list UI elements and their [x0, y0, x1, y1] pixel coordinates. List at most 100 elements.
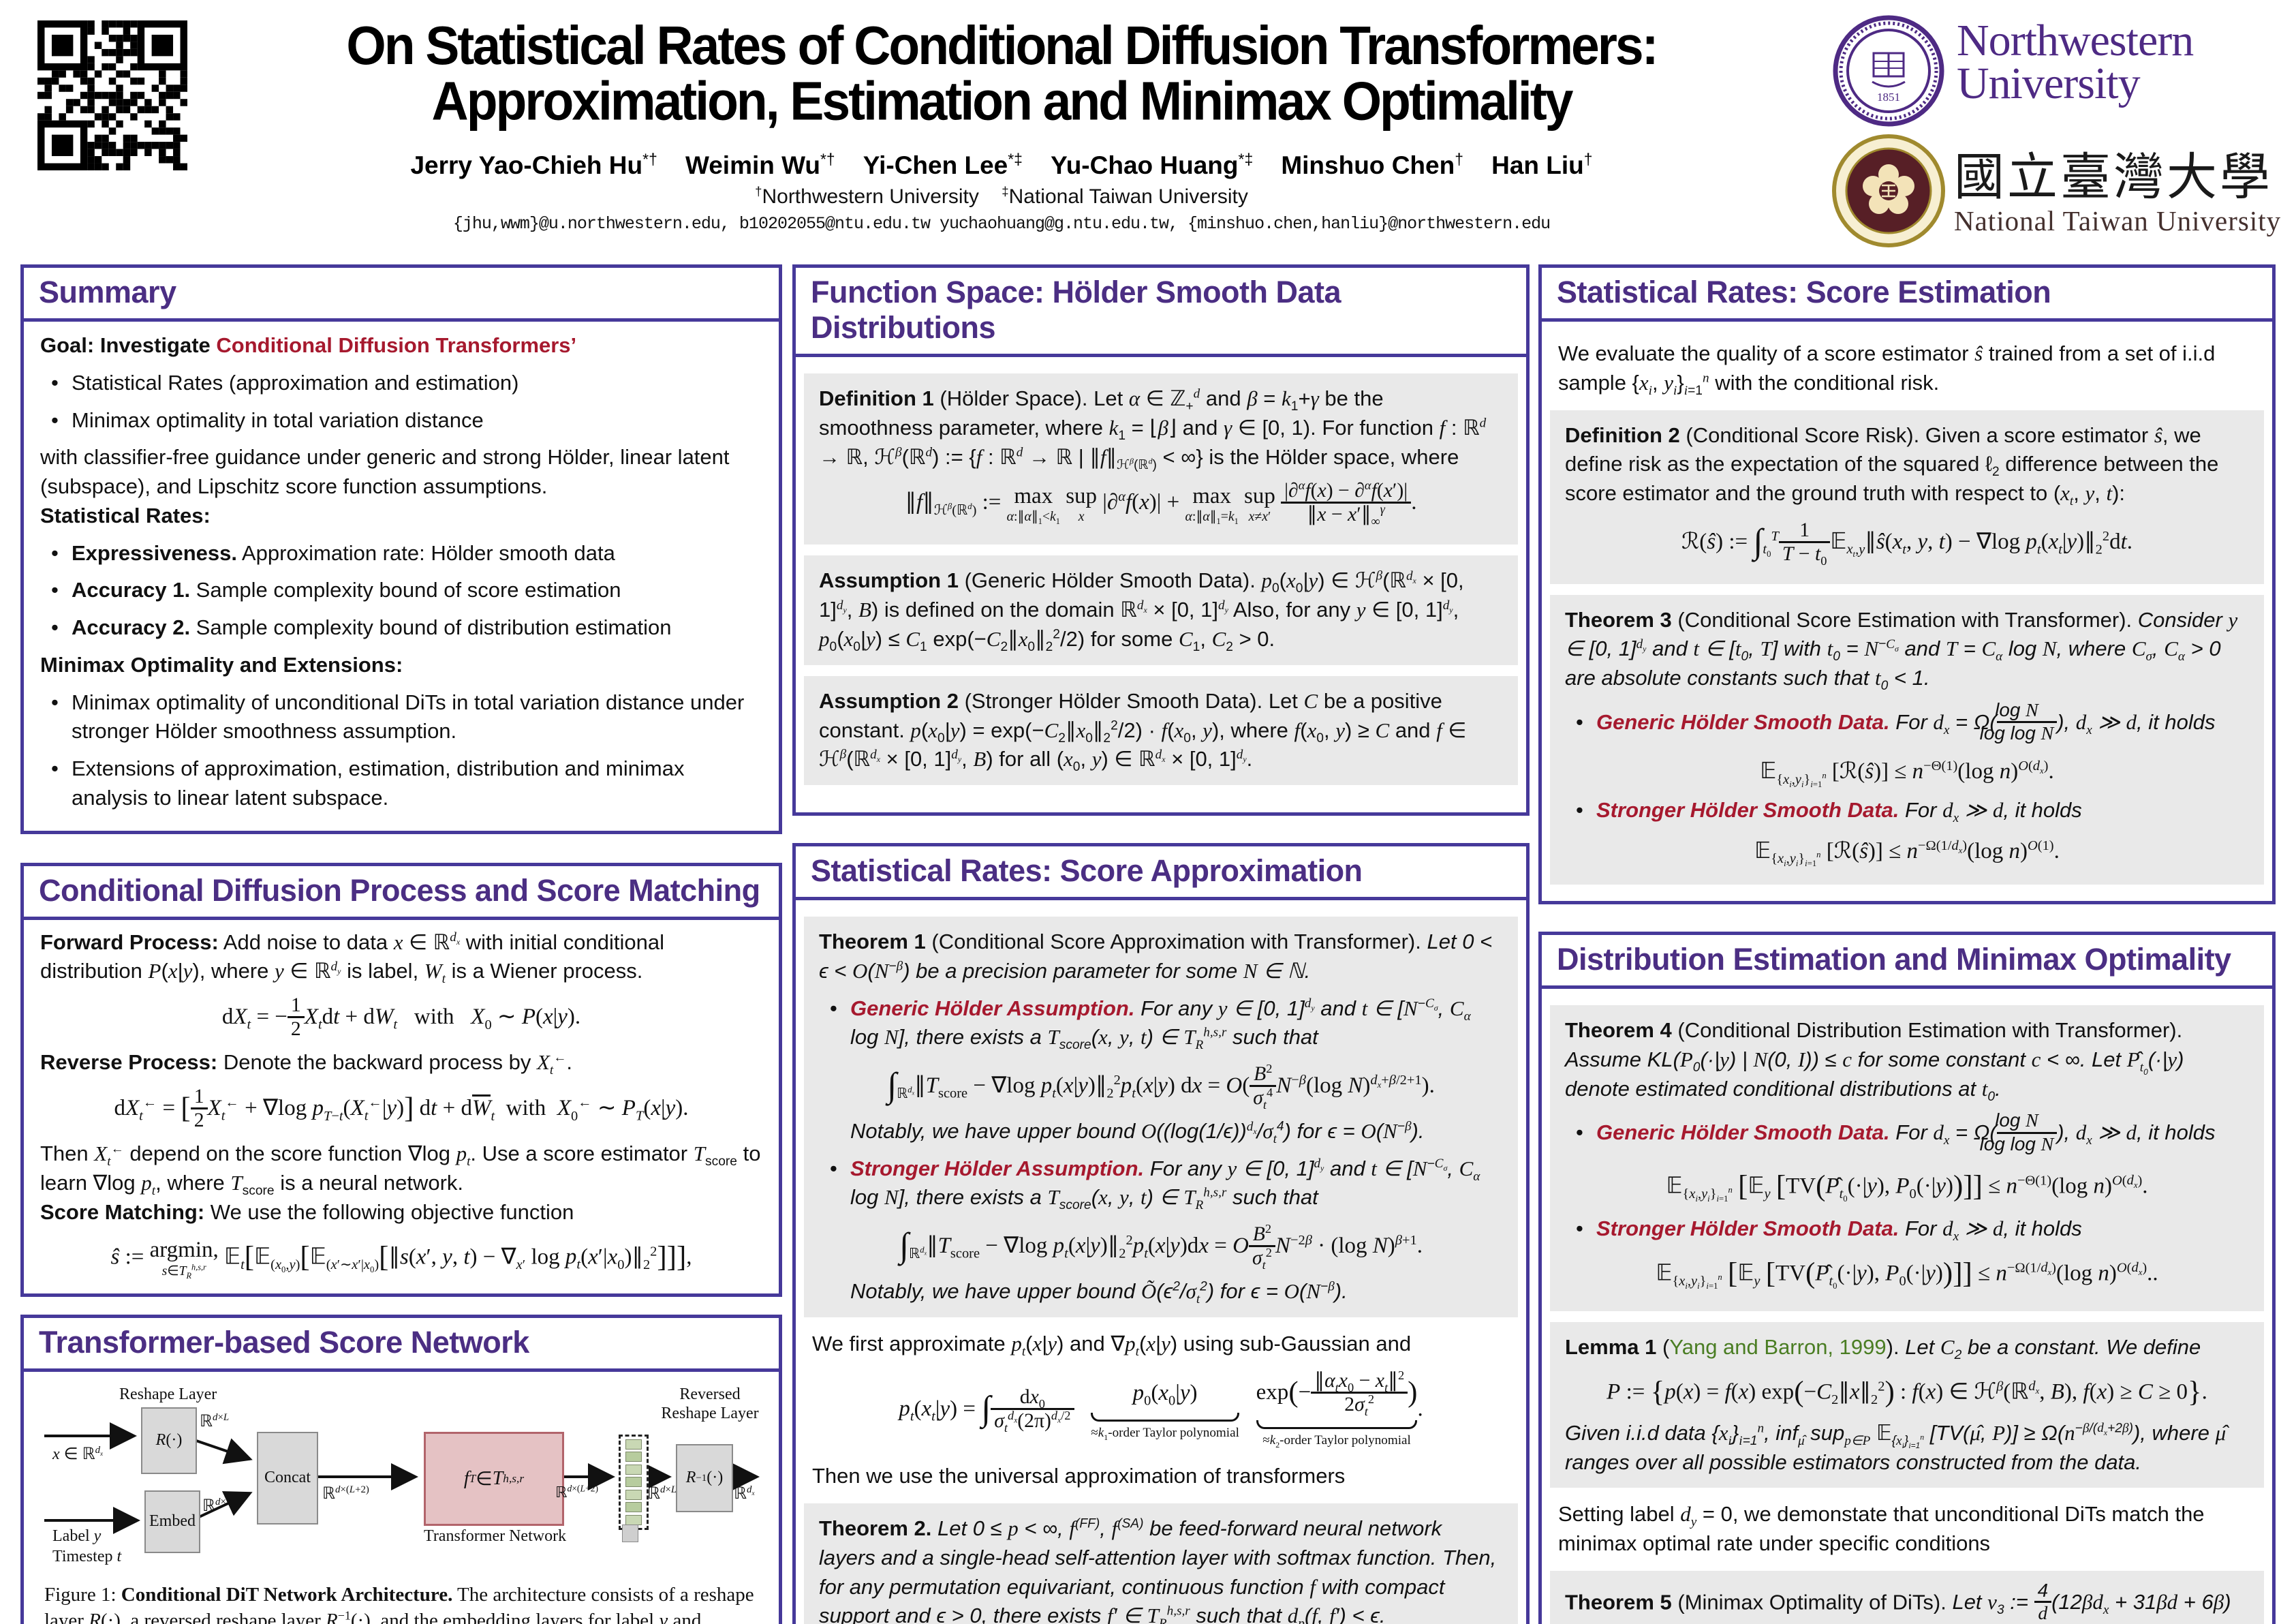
lemma-1-body: Given i.i.d data {xi}i=1n, infμ̂ supp∈P … [1565, 1420, 2227, 1474]
section-score-approximation: Statistical Rates: Score Approximation T… [792, 843, 1530, 1624]
assumption-1: Assumption 1 (Generic Hölder Smooth Data… [804, 555, 1518, 665]
nu-wordmark-line1: Northwestern [1957, 16, 2194, 65]
theorem-5: Theorem 5 (Minimax Optimality of DiTs). … [1550, 1570, 2264, 1624]
left-column: Summary Goal: Investigate Conditional Di… [20, 264, 782, 1624]
dit-architecture-figure: Reshape Layer R (·) x ∈ ℝdx ℝd×L Embed ℝd… [39, 1383, 764, 1572]
theorem-1: Theorem 1 (Conditional Score Approximati… [804, 917, 1518, 1317]
summary-bullet: • Expressiveness. Approximation rate: Höl… [51, 540, 615, 565]
token-cell [625, 1502, 642, 1513]
reversed-reshape-box: R −1 (·) [676, 1443, 733, 1512]
theorem-3: Theorem 3 (Conditional Score Estimation … [1550, 594, 2264, 885]
ntu-seal-icon [1832, 134, 1945, 247]
section-title-score-approximation: Statistical Rates: Score Approximation [792, 843, 1530, 900]
token-output-dim: ℝd×L [647, 1484, 677, 1503]
reverse-sde-equation: dXt← = [1 2 Xt← + ∇log pT−t(Xt←|y)] dt + d… [114, 1086, 689, 1132]
score-estimation-intro: We evaluate the quality of a score estim… [1558, 341, 2216, 398]
assumption-2: Assumption 2 (Stronger Hölder Smooth Dat… [804, 675, 1518, 786]
theorem-4-lead: Theorem 4 (Conditional Distribution Esti… [1565, 1018, 2184, 1104]
northwestern-seal-icon: 1851 [1833, 15, 1944, 127]
northwestern-wordmark: Northwestern University [1957, 16, 2194, 109]
theorem-3-stronger: • Stronger Hölder Smooth Data. For dx ≫ d… [1576, 797, 2082, 825]
transformer-network-label: Transformer Network [424, 1527, 567, 1545]
theorem-3-stronger-equation: 𝔼{xi,yi}i=1n [ℛ(ŝ)] ≤ n−Ω(1/dx)(log n)O(… [1754, 836, 2060, 869]
theorem-4-stronger-equation: 𝔼{xi,yi}i=1n [𝔼y [TV(P̂t0(·|y), P0(·|y))… [1656, 1257, 2158, 1291]
figure-arrows [44, 1422, 760, 1534]
poster-title-line2: Approximation, Estimation and Minimax Op… [431, 70, 1574, 131]
token-stack [619, 1434, 649, 1530]
summary-goal: Goal: Investigate Conditional Diffusion … [40, 333, 577, 357]
summary-bullet: • Accuracy 2. Sample complexity bound of … [51, 615, 672, 640]
poster-title-line1: On Statistical Rates of Conditional Diff… [346, 14, 1658, 76]
ntu-chinese-calligraphy: 國立臺灣大學 [1954, 148, 2273, 206]
label-y: Label y [52, 1527, 102, 1545]
section-score-estimation: Statistical Rates: Score Estimation We e… [1538, 264, 2276, 905]
theorem-1-generic: • Generic Hölder Assumption. For any y ∈ … [830, 996, 1471, 1053]
theorem-1-stronger-note: Notably, we have upper bound Õ(ϵ2/σt2) f… [850, 1279, 1348, 1307]
theorem-4-stronger: • Stronger Hölder Smooth Data. For dx ≫ d… [1576, 1216, 2082, 1244]
middle-column: Function Space: Hölder Smooth Data Distr… [792, 264, 1530, 1624]
approximation-paragraph: We first approximate pt(x|y) and ∇pt(x|y… [812, 1331, 1412, 1360]
section-title-diffusion: Conditional Diffusion Process and Score … [20, 862, 782, 920]
reshape-output-dim: ℝd×L [200, 1411, 230, 1430]
token-cell [625, 1489, 642, 1500]
section-title-score-estimation: Statistical Rates: Score Estimation [1538, 264, 2276, 322]
qr-code [37, 20, 187, 170]
summary-heading-minimax: Minimax Optimality and Extensions: [40, 652, 403, 677]
section-function-space: Function Space: Hölder Smooth Data Distr… [792, 264, 1530, 816]
ntu-wordmark: National Taiwan University [1954, 205, 2282, 236]
reshape-layer-label: Reshape Layer [119, 1385, 217, 1403]
token-cell [625, 1452, 642, 1462]
summary-bullet: • Minimax optimality of unconditional DiT… [51, 690, 745, 744]
summary-heading-rates: Statistical Rates: [40, 503, 211, 527]
token-cell [625, 1439, 642, 1450]
summary-paragraph: with classifier-free guidance under gene… [40, 445, 730, 499]
score-matching-lead: Score Matching: We use the following obj… [40, 1199, 574, 1224]
score-matching-objective: ŝ := argmin, s∈TRh,s,r 𝔼t[𝔼(x0,y)[𝔼(x′∼x′… [110, 1238, 692, 1281]
theorem-1-stronger: • Stronger Hölder Assumption. For any y ∈… [830, 1156, 1480, 1213]
lemma-1-lead: Lemma 1 (Yang and Barron, 1999). Let C2 … [1565, 1334, 2201, 1362]
section-title-score-network: Transformer-based Score Network [20, 1314, 782, 1372]
theorem-1-stronger-equation: ∫ℝdx∥Tscore − ∇log pt(x|y)∥22pt(x|y)dx =… [899, 1222, 1423, 1272]
transformer-output-dim: ℝd×(L+2) [555, 1483, 599, 1501]
theorem-4: Theorem 4 (Conditional Distribution Esti… [1550, 1005, 2264, 1311]
section-score-network: Transformer-based Score Network Reshape … [20, 1314, 782, 1624]
section-summary: Summary Goal: Investigate Conditional Di… [20, 264, 782, 834]
definition-1: Definition 1 (Hölder Space). Let α ∈ ℤ+d… [804, 373, 1518, 545]
author-emails: {jhu,wwm}@u.northwestern.edu, b10202055@… [452, 214, 1551, 234]
input-x-label: x ∈ ℝdx [52, 1444, 104, 1463]
summary-bullet: • Extensions of approximation, estimation… [51, 756, 685, 810]
section-title-distribution-estimation: Distribution Estimation and Minimax Opti… [1538, 932, 2276, 990]
theorem-3-generic-equation: 𝔼{xi,yi}i=1n [ℛ(ŝ)] ≤ n−Θ(1)(log n)O(dx)… [1760, 757, 2054, 789]
summary-bullet: • Accuracy 1. Sample complexity bound of … [51, 578, 621, 602]
embed-box: Embed [144, 1490, 200, 1553]
token-cell [625, 1464, 642, 1475]
right-column: Statistical Rates: Score Estimation We e… [1538, 264, 2276, 1624]
author-list: Jerry Yao-Chieh Hu*† Weimin Wu*† Yi-Chen… [410, 150, 1593, 179]
theorem-4-generic: • Generic Hölder Smooth Data. For dx = Ω(… [1576, 1109, 2216, 1155]
definition-2: Definition 2 (Conditional Score Risk). G… [1550, 410, 2264, 584]
theorem-2: Theorem 2. Let 0 ≤ p < ∞, f(FF), f(SA) b… [804, 1503, 1518, 1624]
output-dim: ℝdx [734, 1484, 755, 1503]
theorem-3-generic: • Generic Hölder Smooth Data. For dx = Ω(… [1576, 699, 2216, 745]
lemma-1: Lemma 1 (Yang and Barron, 1999). Let C2 … [1550, 1321, 2264, 1488]
reshape-box: R (·) [141, 1407, 197, 1474]
universal-approximation-paragraph: Then we use the universal approximation … [812, 1464, 1346, 1488]
unconditional-setting-paragraph: Setting label dy = 0, we demonstate that… [1558, 1502, 2205, 1556]
figure-caption: Figure 1: Conditional DiT Network Archit… [44, 1583, 754, 1624]
summary-bullet: • Minimax optimality in total variation d… [51, 408, 484, 432]
nu-seal-year: 1851 [1877, 91, 1900, 104]
timestep-t: Timestep t [52, 1547, 122, 1565]
forward-sde-equation: dXt = −1 2 Xtdt + dWt with X0 ∼ P(x|y). [221, 994, 581, 1041]
embed-output-dim: ℝd×2 [202, 1496, 232, 1515]
theorem-3-lead: Theorem 3 (Conditional Score Estimation … [1565, 607, 2238, 694]
token-tail-cell [622, 1524, 638, 1542]
theorem-1-lead: Theorem 1 (Conditional Score Approximati… [819, 930, 1493, 983]
token-cell [625, 1514, 642, 1525]
nu-wordmark-line2: University [1957, 59, 2141, 109]
section-title-summary: Summary [20, 264, 782, 322]
token-cell [625, 1477, 642, 1488]
reverse-process: Reverse Process: Denote the backward pro… [40, 1050, 573, 1078]
poster-title: On Statistical Rates of Conditional Diff… [204, 18, 1799, 128]
reversed-label-line1: Reversed [679, 1385, 741, 1403]
